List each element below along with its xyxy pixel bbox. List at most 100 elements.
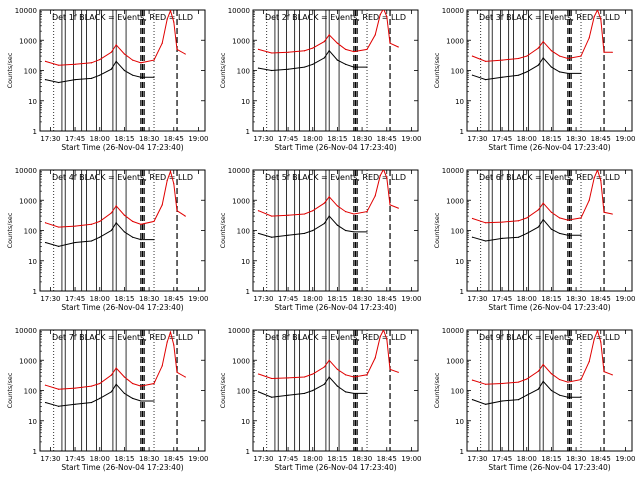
x-tick-label: 19:00 <box>188 455 208 463</box>
x-tick-label: 17:45 <box>65 295 85 303</box>
data-point <box>485 60 487 62</box>
data-point <box>526 217 528 219</box>
y-tick-label: 10 <box>241 258 250 266</box>
x-tick-label: 18:15 <box>541 135 561 143</box>
data-point <box>169 331 172 333</box>
data-point <box>596 10 599 11</box>
data-point <box>74 241 76 244</box>
data-point <box>153 220 155 222</box>
data-point <box>58 81 60 84</box>
x-tick-label: 19:00 <box>188 135 208 143</box>
data-point <box>140 385 142 387</box>
data-point <box>603 51 605 53</box>
x-tick-label: 17:45 <box>492 455 512 463</box>
data-point <box>74 79 76 81</box>
data-point <box>271 52 273 54</box>
data-point <box>550 389 553 392</box>
x-tick-label: 17:45 <box>65 455 85 463</box>
plot-frame <box>466 169 633 292</box>
data-point <box>323 366 325 368</box>
data-point <box>353 231 355 233</box>
data-point <box>312 229 314 232</box>
y-tick-label: 100 <box>451 228 464 236</box>
panel-title: Det 7f BLACK = Events, RED = LLD <box>52 333 193 342</box>
data-point <box>90 223 93 225</box>
panel-4: Det 4f BLACK = Events, RED = LLD 1 10 100 10… <box>6 167 209 312</box>
data-point <box>353 376 355 378</box>
data-point <box>353 51 355 53</box>
data-point <box>166 341 168 343</box>
data-point <box>374 195 376 197</box>
y-tick-label: 10 <box>455 258 464 266</box>
x-tick-label: 17:30 <box>253 135 273 143</box>
y-tick-label: 10000 <box>228 327 250 335</box>
data-point <box>386 338 388 340</box>
data-point <box>537 370 539 372</box>
data-point <box>603 371 605 373</box>
y-tick-label: 1 <box>33 448 37 456</box>
y-axis-label: Counts/sec <box>219 52 227 88</box>
data-point <box>485 403 487 405</box>
data-point <box>542 363 544 366</box>
data-point <box>550 211 553 213</box>
data-point <box>115 367 117 369</box>
panel-title: Det 3f BLACK = Events, RED = LLD <box>479 13 620 22</box>
data-point <box>287 51 289 53</box>
data-point <box>153 76 155 78</box>
data-point <box>110 68 112 70</box>
x-axis-label: Start Time (26-Nov-04 17:23:40) <box>61 463 183 472</box>
data-point <box>389 42 391 44</box>
data-point <box>596 170 599 171</box>
y-tick-label: 100 <box>237 68 250 76</box>
plot-frame <box>252 169 419 292</box>
y-tick-label: 1 <box>460 288 464 296</box>
data-point <box>389 368 391 370</box>
x-tick-label: 18:00 <box>90 455 110 463</box>
y-tick-label: 100 <box>237 228 250 236</box>
x-tick-label: 18:45 <box>591 295 611 303</box>
x-tick-label: 18:00 <box>517 455 537 463</box>
y-axis-label: Counts/sec <box>219 372 227 408</box>
data-point <box>559 378 561 381</box>
data-point <box>550 228 553 230</box>
panel-9: Det 9f BLACK = Events, RED = LLD 1 10 100 10… <box>433 327 636 472</box>
plot-frame <box>39 9 206 132</box>
x-tick-label: 18:30 <box>566 295 586 303</box>
y-tick-label: 100 <box>237 388 250 396</box>
data-point <box>115 205 117 207</box>
data-point <box>567 72 569 75</box>
x-tick-label: 18:45 <box>164 135 184 143</box>
data-point <box>596 330 599 332</box>
data-point <box>44 384 47 386</box>
data-point <box>323 202 325 204</box>
x-tick-label: 18:15 <box>114 295 134 303</box>
data-point <box>328 215 330 217</box>
data-point <box>176 210 178 212</box>
data-point <box>173 21 175 23</box>
x-axis-label: Start Time (26-Nov-04 17:23:40) <box>61 143 183 152</box>
x-tick-label: 18:15 <box>327 135 347 143</box>
data-point <box>312 63 314 65</box>
data-point <box>132 74 134 76</box>
data-point <box>271 69 273 72</box>
panel-title: Det 2f BLACK = Events, RED = LLD <box>265 13 406 22</box>
data-point <box>271 215 273 217</box>
y-axis-label: Counts/sec <box>6 372 14 408</box>
data-point <box>542 380 544 382</box>
data-point <box>303 50 306 52</box>
data-point <box>303 66 306 68</box>
data-point <box>99 397 101 399</box>
x-tick-label: 18:30 <box>139 135 159 143</box>
x-tick-label: 18:15 <box>541 295 561 303</box>
y-tick-label: 1 <box>246 128 250 136</box>
data-point <box>580 55 582 57</box>
data-point <box>140 76 142 78</box>
panel-title: Det 6f BLACK = Events, RED = LLD <box>479 173 620 182</box>
data-point <box>90 77 93 79</box>
x-tick-label: 17:45 <box>278 455 298 463</box>
data-point <box>485 79 487 81</box>
x-tick-label: 18:15 <box>114 455 134 463</box>
data-point <box>161 42 163 44</box>
data-point <box>386 16 388 18</box>
y-tick-label: 100 <box>24 228 37 236</box>
